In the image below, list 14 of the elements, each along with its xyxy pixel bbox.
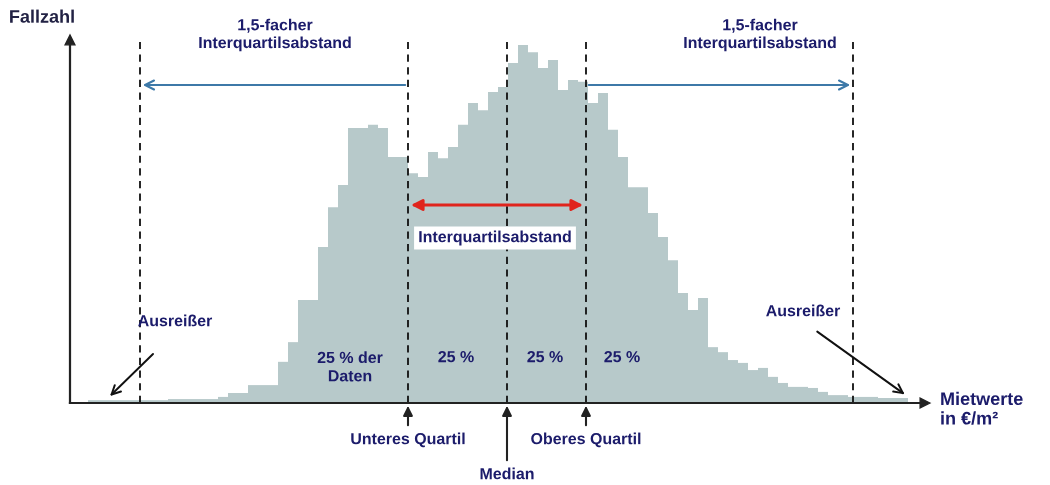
- annotation: 1,5-facher Interquartilsabstand: [684, 18, 836, 52]
- text: Oberes Quartil: [531, 432, 641, 448]
- x-axis-title: Mietwerte in €/m²: [941, 391, 1023, 425]
- annotation: 25 % der Daten: [317, 351, 383, 382]
- annotation: 25 %: [604, 350, 640, 363]
- annotation: Interquartilsabstand: [419, 230, 571, 246]
- annotation: 25 %: [527, 350, 563, 363]
- y-axis-title: Fallzahl: [10, 9, 74, 23]
- annotation: 25 %: [438, 350, 474, 363]
- text: Unteres Quartil: [351, 432, 465, 448]
- annotation: 1,5-facher Interquartilsabstand: [199, 18, 351, 52]
- annotation: Ausreißer: [766, 304, 841, 317]
- annotation: Ausreißer: [138, 314, 213, 327]
- text: Median: [480, 467, 534, 480]
